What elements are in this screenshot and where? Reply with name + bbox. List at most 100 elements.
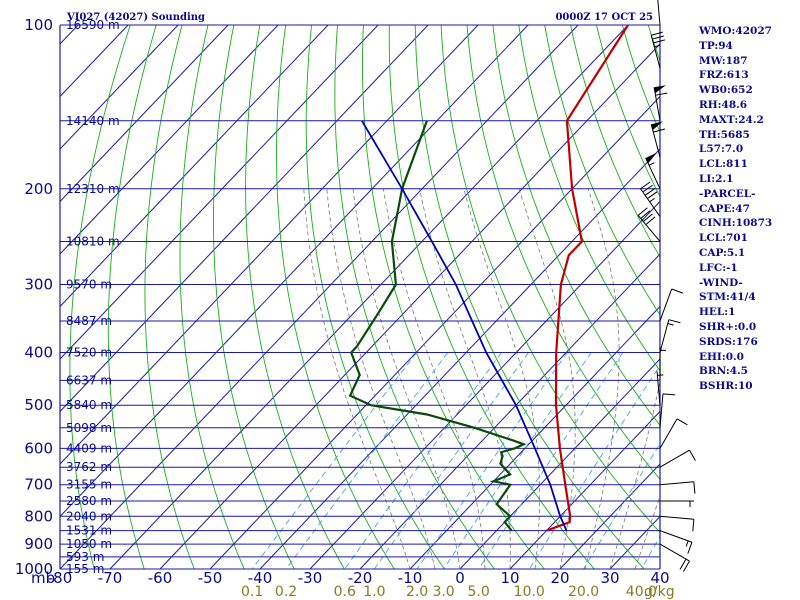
param-item: CAP:5.1 [699, 246, 746, 259]
wind-barb [659, 543, 690, 572]
wind-barb-shaft [653, 87, 661, 121]
wind-barb-shaft [659, 515, 694, 520]
wind-barb-feather [683, 560, 690, 572]
isotherm-line [109, 25, 629, 569]
wind-barb-feather [679, 558, 687, 570]
moist-adiabat-line [634, 494, 660, 569]
temperature-tick-label: 20 [550, 569, 569, 587]
wind-barb [650, 121, 665, 158]
height-tick-label: 1531 m [66, 524, 112, 538]
wind-barb [656, 371, 664, 406]
isotherm-line [60, 25, 479, 465]
sounding-parameters-panel: WMO:42027 TP:94 MW:187 FRZ:613 WB0:652 RH:48.… [699, 24, 772, 394]
param-item: CINH:10873 [699, 217, 773, 230]
wind-barb [659, 418, 688, 449]
isotherm-line [459, 358, 660, 569]
param-item: MAXT:24.2 [699, 113, 764, 126]
wind-barb-feather [671, 288, 684, 294]
wind-barb [659, 515, 695, 532]
wind-barb [659, 530, 693, 554]
temperature-tick-label: -50 [198, 569, 223, 587]
wind-barb-half-feather [657, 374, 664, 376]
wind-barbs [637, 0, 696, 572]
isotherm-line [60, 25, 329, 308]
isotherm-line [409, 305, 660, 569]
wind-barb-half-feather [649, 197, 655, 203]
wind-barb-shaft [637, 215, 661, 242]
isotherm-line [60, 25, 529, 518]
height-tick-label: 12310 m [66, 182, 120, 196]
height-tick-label: 2580 m [66, 494, 112, 508]
param-item: MW:187 [699, 54, 748, 67]
mixing-ratio-tick-label: 3.0 [432, 584, 454, 600]
wind-barb-shaft [659, 418, 678, 449]
pressure-tick-label: 300 [24, 276, 53, 294]
wind-barb [640, 181, 661, 217]
wind-barb-feather [689, 449, 696, 461]
wind-barb-half-feather [648, 162, 655, 166]
wind-barb-feather [645, 216, 656, 226]
temperature-tick-label: -10 [398, 569, 423, 587]
wind-barb-shaft [659, 481, 694, 486]
pressure-tick-label: 600 [24, 439, 53, 457]
isotherm-line [60, 25, 379, 360]
wind-barb-feather [655, 92, 668, 96]
wind-barb-half-feather [685, 540, 689, 547]
wind-barb [659, 288, 684, 322]
height-tick-label: 4409 m [66, 441, 112, 455]
dewpoint-line [348, 120, 527, 532]
wind-barb-feather [651, 31, 663, 36]
wind-barb-feather [693, 481, 696, 494]
mixing-ratio-tick-label: 0.2 [275, 584, 297, 600]
height-tick-label: 5840 m [66, 398, 112, 412]
height-tick-label: 16590 m [66, 18, 120, 32]
mixing-ratio-unit-label: g/kg [644, 584, 675, 600]
height-tick-label: 3155 m [66, 478, 112, 492]
param-item: LFC:-1 [699, 261, 738, 274]
temperature-tick-label: -60 [148, 569, 173, 587]
wind-barb-feather [653, 39, 665, 44]
wind-barb-shaft [640, 188, 661, 217]
pressure-unit-label: mb [31, 569, 55, 587]
param-item: LCL:811 [699, 158, 748, 171]
param-item: SHR+:0.0 [699, 320, 757, 333]
moist-adiabat-line [584, 188, 620, 569]
wind-barb-pennant [654, 85, 666, 94]
param-item: TP:94 [699, 39, 733, 52]
height-tick-label: 593 m [66, 550, 104, 564]
temperature-tick-label: -70 [98, 569, 123, 587]
wind-barb-feather [642, 184, 653, 193]
dry-adiabat-line [778, 25, 800, 569]
wind-barb-feather [640, 181, 651, 190]
isotherm-line [60, 25, 279, 255]
pressure-tick-label: 400 [24, 344, 53, 362]
param-item: STM:41/4 [699, 291, 756, 304]
mixing-ratio-tick-label: 10.0 [514, 584, 545, 600]
temperature-tick-label: 40 [650, 569, 669, 587]
height-tick-label: 155 m [66, 562, 104, 576]
wind-barb-feather [668, 319, 681, 324]
pressure-tick-label: 900 [24, 535, 53, 553]
param-item: EHI:0.0 [699, 350, 744, 363]
wind-barb-feather [652, 35, 664, 40]
mixing-ratio-tick-label: 40.0 [626, 584, 657, 600]
param-item: BSHR:10 [699, 380, 753, 393]
wind-barb-shaft [659, 319, 670, 353]
param-item: LI:2.1 [699, 172, 734, 185]
param-item: SRDS:176 [699, 335, 758, 348]
param-item: RH:48.6 [699, 98, 748, 111]
height-tick-label: 8487 m [66, 314, 112, 328]
mixing-ratio-tick-label: 0.1 [241, 584, 263, 600]
wind-barb-shaft [659, 530, 693, 543]
param-item: -WIND- [699, 276, 743, 289]
wind-barb-pennant [651, 121, 663, 131]
mixing-ratio-tick-label: 20.0 [568, 584, 599, 600]
height-tick-label: 1050 m [66, 537, 112, 551]
isobar-lines [59, 24, 661, 570]
param-item: LCL:701 [699, 232, 748, 245]
height-tick-label: 6637 m [66, 373, 112, 387]
param-item: HEL:1 [699, 306, 736, 319]
isotherm-line [309, 200, 660, 569]
wind-barb-shaft [657, 0, 661, 26]
